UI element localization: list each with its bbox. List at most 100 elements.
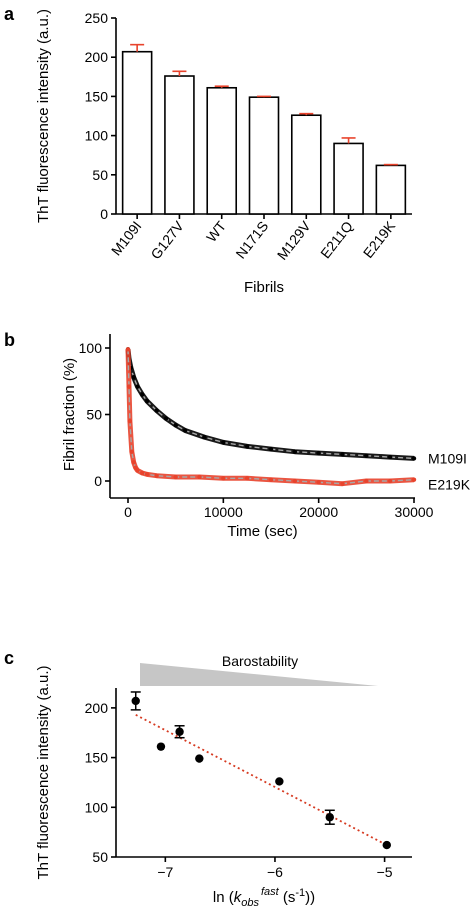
y-tick-label-c: 50 [92, 849, 108, 865]
bar [121, 50, 153, 215]
y-tick-label-c: 200 [85, 700, 109, 716]
x-tick-label-a: M129V [274, 217, 314, 262]
x-label-sup: fast [261, 886, 280, 898]
x-tick-label-a: M109I [108, 218, 145, 259]
y-tick-label-a: 150 [85, 88, 109, 104]
data-point [135, 468, 140, 473]
series-line [125, 349, 415, 487]
data-point [173, 474, 178, 480]
panel-label-b: b [4, 330, 15, 350]
data-point [292, 449, 298, 454]
x-tick-label-b: 10000 [204, 504, 243, 520]
x-tick-label-c: −6 [267, 864, 283, 880]
x-axis-label-a: Fibrils [244, 279, 284, 296]
y-tick-label-b: 50 [86, 407, 102, 423]
scatter-chart-panel-c: Barostability 50 100 150 200 −7 −6 −5 ln (kobsfa… [35, 653, 412, 909]
y-axis-label-b: Fibril fraction (%) [61, 358, 78, 471]
data-point [140, 470, 145, 476]
line-chart-panel-b: 0 50 100 0 10000 20000 30000 M109I E219K Time (se… [61, 334, 471, 540]
data-point [325, 813, 334, 822]
x-tick-label-b: 0 [124, 504, 132, 520]
data-point [387, 478, 393, 484]
x-tick-label-a: E211Q [317, 218, 356, 261]
data-point [268, 477, 274, 482]
barostability-wedge [140, 663, 378, 686]
data-point [129, 449, 135, 454]
bar [164, 75, 195, 215]
x-label-k: k [234, 889, 243, 906]
data-point [127, 418, 133, 424]
x-label-end: )) [305, 889, 315, 906]
data-point [221, 440, 226, 445]
data-point [387, 454, 393, 460]
data-point [144, 472, 150, 477]
data-point [340, 452, 345, 457]
x-tick-label-c: −5 [377, 864, 393, 880]
data-point [163, 416, 169, 421]
y-axis-label-a: ThT fluorescence intensity (a.u.) [35, 9, 52, 223]
data-point [125, 347, 131, 352]
y-tick-label-c: 150 [85, 750, 109, 766]
data-point [221, 476, 226, 481]
data-point [126, 384, 132, 389]
data-point [144, 399, 150, 404]
data-point [244, 476, 250, 481]
y-tick-label-a: 100 [85, 128, 109, 144]
x-axis-label-b: Time (sec) [227, 523, 297, 540]
x-label-suffix: (s [279, 889, 296, 906]
x-tick-label-a: G127V [147, 217, 187, 262]
data-point [340, 481, 345, 486]
data-point [382, 840, 391, 850]
data-point [275, 777, 284, 786]
data-point [195, 754, 204, 763]
data-point [364, 453, 369, 458]
y-tick-label-a: 200 [85, 49, 109, 65]
data-point [244, 444, 250, 449]
series-line [125, 349, 415, 461]
x-label-exp: -1 [295, 887, 305, 899]
fit-line [127, 349, 415, 485]
y-tick-label-c: 100 [85, 799, 109, 815]
x-label-sub: obs [241, 897, 259, 909]
x-tick-label-b: 30000 [395, 504, 434, 520]
x-label-prefix: ln ( [213, 889, 234, 906]
bar [333, 142, 364, 215]
data-point [173, 422, 178, 428]
data-point [202, 434, 207, 440]
y-tick-label-a: 0 [100, 206, 108, 222]
bar [290, 114, 322, 215]
data-point [154, 473, 159, 478]
legend-label: E219K [428, 477, 471, 493]
data-point [140, 392, 145, 397]
y-tick-label-b: 0 [94, 473, 102, 489]
data-point [156, 742, 166, 751]
data-point [197, 474, 202, 480]
fit-line [127, 349, 415, 460]
data-point [292, 478, 298, 484]
y-tick-label-a: 250 [85, 10, 109, 26]
x-tick-label-c: −7 [157, 864, 173, 880]
x-tick-label-a: WT [203, 218, 229, 245]
data-point [316, 450, 321, 456]
x-axis-label-c: ln (kobsfast (s-1)) [213, 886, 315, 909]
data-point [131, 375, 136, 380]
data-point [183, 428, 188, 433]
x-tick-label-a: N171S [232, 218, 271, 262]
y-tick-label-b: 100 [79, 340, 103, 356]
barostability-label: Barostability [222, 653, 298, 669]
x-tick-label-a: E219K [360, 217, 399, 260]
data-point [268, 446, 274, 452]
bar [206, 86, 238, 215]
data-point [131, 460, 136, 465]
regression-line [135, 714, 388, 846]
x-tick-label-b: 20000 [299, 504, 338, 520]
legend-label: M109I [428, 450, 467, 466]
data-point [411, 477, 417, 482]
panel-label-c: c [4, 648, 14, 668]
bar [248, 96, 280, 215]
panel-label-a: a [4, 4, 15, 24]
data-point [135, 384, 140, 389]
data-point [175, 727, 184, 736]
